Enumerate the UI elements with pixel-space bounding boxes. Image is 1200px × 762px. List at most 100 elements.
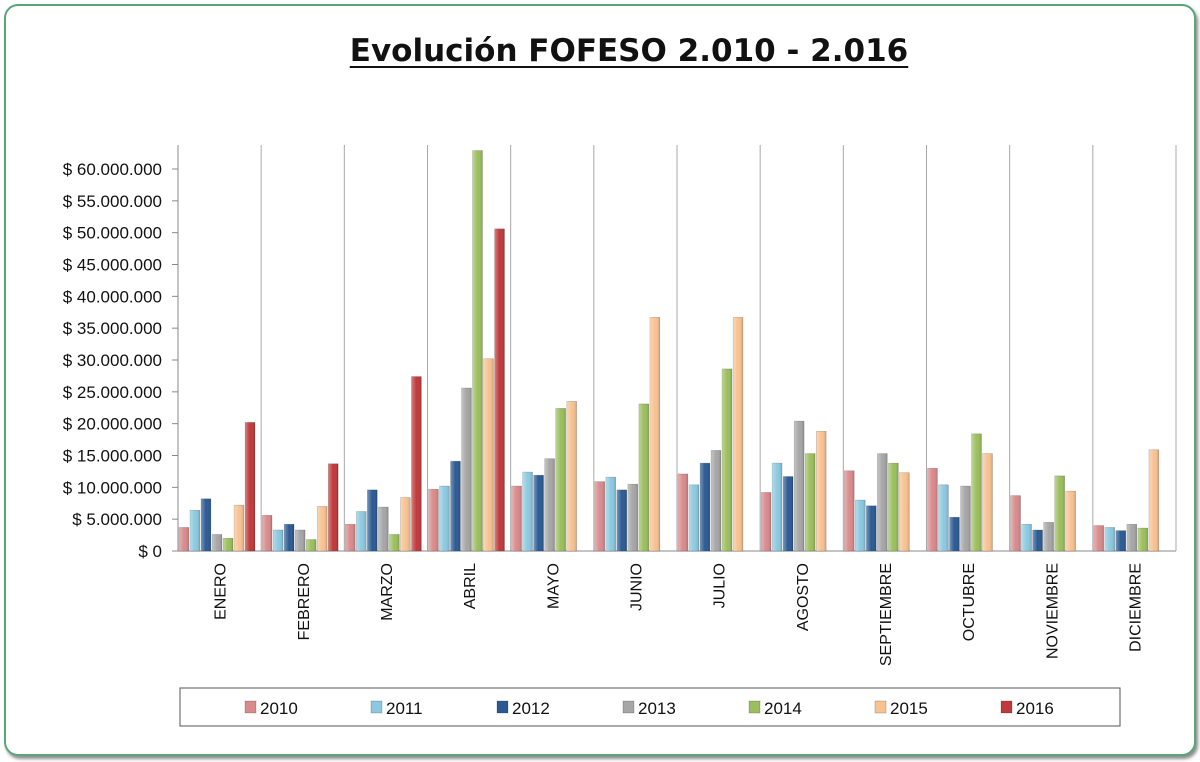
x-tick-label: MARZO — [379, 563, 396, 621]
bar-shading — [1043, 522, 1054, 551]
bar-shading — [783, 476, 794, 551]
bar-shading — [960, 486, 971, 551]
bar-shading — [772, 463, 783, 551]
bar-shading — [1115, 530, 1126, 551]
chart-legend: 2010 2011 2012 2013 2014 2015 2016 — [179, 687, 1121, 727]
bar-shading — [356, 511, 367, 551]
bar-shading — [816, 431, 827, 551]
bar-shading — [711, 450, 721, 551]
bar-shading — [594, 481, 605, 551]
legend-swatch-2010 — [244, 700, 257, 714]
bar-shading — [627, 484, 638, 551]
bar-shading — [982, 453, 993, 551]
legend-swatch-2016 — [1000, 700, 1013, 714]
y-tick-label: $ 5.000.000 — [72, 510, 162, 529]
legend-swatch-2013 — [622, 700, 635, 714]
bar-shading — [522, 472, 533, 551]
bar-shading — [450, 461, 461, 551]
y-tick-label: $ 10.000.000 — [63, 478, 162, 497]
bar-shading — [605, 477, 616, 551]
bar-shading — [678, 473, 688, 551]
legend-label-2016: 2016 — [1016, 699, 1054, 718]
bar-shading — [345, 524, 356, 551]
legend-label-2011: 2011 — [386, 699, 423, 718]
bar-shading — [1032, 529, 1043, 551]
bar-shading — [971, 433, 982, 551]
y-tick-label: $ 45.000.000 — [63, 256, 162, 275]
bar-shading — [1021, 524, 1032, 551]
bar-shading — [190, 510, 200, 551]
bar-shading — [389, 534, 400, 551]
bar-shading — [212, 534, 222, 551]
bar-shading — [555, 408, 566, 551]
bar-shading — [400, 497, 411, 551]
y-tick-label: $ 55.000.000 — [63, 192, 162, 211]
bar-shading — [367, 489, 378, 551]
legend-swatch-2012 — [496, 700, 509, 714]
y-tick-label: $ 35.000.000 — [63, 319, 162, 338]
bar-shading — [877, 453, 888, 551]
y-tick-label: $ 40.000.000 — [63, 287, 162, 306]
legend-swatch-2011 — [370, 700, 383, 714]
bar-shading — [700, 463, 710, 551]
legend-swatch-2014 — [748, 700, 761, 714]
bar-shading — [223, 538, 233, 551]
y-tick-label: $ 60.000.000 — [63, 160, 162, 179]
y-axis-labels: $ 0 $ 5.000.000 $ 10.000.000 $ 15.000.000 $ … — [63, 160, 162, 561]
bar-shading — [378, 507, 389, 551]
bar-shading — [317, 506, 328, 551]
bar-shading — [1126, 524, 1137, 551]
bar-shading — [1104, 527, 1115, 551]
chart-grid — [260, 145, 1177, 551]
bar-shading — [201, 498, 211, 551]
x-tick-label: JUNIO — [628, 563, 645, 611]
bar-shading — [733, 317, 743, 551]
bar-shading — [439, 486, 450, 551]
legend-box — [179, 687, 1121, 727]
bar-shading — [888, 463, 899, 551]
chart-axes — [172, 145, 1176, 552]
y-tick-label: $ 20.000.000 — [63, 415, 162, 434]
chart-title: Evolución FOFESO 2.010 - 2.016 — [350, 33, 908, 69]
bar-shading — [544, 458, 555, 551]
bar-shading — [1137, 528, 1148, 551]
bar-shading — [794, 421, 805, 551]
legend-label-2014: 2014 — [764, 699, 802, 718]
bar-shading — [461, 388, 472, 551]
bar-shading — [245, 422, 255, 551]
bar-shading — [472, 150, 483, 551]
legend-swatch-2015 — [874, 700, 887, 714]
bar-shading — [411, 376, 422, 551]
bar-shading — [284, 524, 295, 551]
x-tick-label: NOVIEMBRE — [1044, 563, 1061, 659]
bar-shading — [649, 317, 660, 551]
x-tick-label: SEPTIEMBRE — [878, 563, 895, 666]
y-tick-label: $ 50.000.000 — [63, 224, 162, 243]
legend-label-2012: 2012 — [512, 699, 550, 718]
x-tick-label: JULIO — [712, 563, 729, 608]
bar-shading — [761, 492, 771, 551]
y-tick-label: $ 30.000.000 — [63, 351, 162, 370]
bar-shading — [483, 358, 494, 551]
bar-shading — [1093, 525, 1104, 551]
x-tick-label: FEBRERO — [296, 563, 313, 640]
bar-shading — [566, 401, 577, 551]
x-axis-labels: ENERO FEBRERO MARZO ABRIL MAYO JUNIO JULIO AGOS… — [213, 563, 1145, 666]
x-tick-label: AGOSTO — [795, 563, 812, 631]
bar-shading — [428, 489, 439, 551]
bar-shading — [273, 529, 284, 551]
bar-shading — [179, 527, 189, 551]
bar-shading — [295, 529, 306, 551]
bar-shading — [494, 228, 505, 551]
y-tick-label: $ 25.000.000 — [63, 383, 162, 402]
bar-shading — [949, 517, 960, 551]
bar-shading — [306, 539, 317, 551]
bar-shading — [1148, 449, 1159, 551]
bar-shading — [262, 515, 272, 551]
x-tick-label: ABRIL — [462, 563, 479, 609]
bar-shading — [899, 472, 910, 551]
bar-shading — [234, 505, 244, 551]
bar-shading — [328, 463, 339, 551]
bar-shading — [511, 486, 522, 551]
